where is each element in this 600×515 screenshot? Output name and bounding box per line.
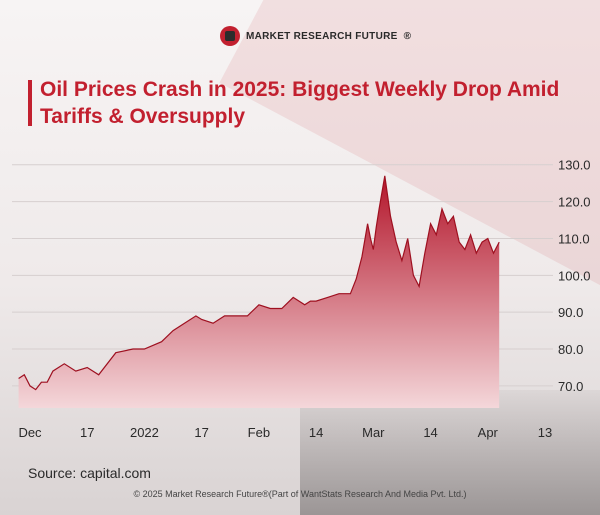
y-tick-label: 120.0 [558, 195, 591, 210]
price-area [18, 175, 500, 408]
y-tick-label: 110.0 [558, 231, 590, 246]
x-tick-label: 17 [194, 425, 208, 440]
x-tick-label: Feb [248, 425, 270, 440]
y-tick-label: 80.0 [558, 342, 583, 357]
x-tick-label: 2022 [130, 425, 159, 440]
y-tick-label: 130.0 [558, 158, 591, 173]
source-note: Source: capital.com [28, 465, 151, 481]
title-accent-bar [28, 80, 32, 126]
x-tick-label: Dec [18, 425, 42, 440]
x-tick-label: Mar [362, 425, 385, 440]
price-line [18, 175, 500, 391]
x-tick-label: 13 [538, 425, 552, 440]
x-tick-label: 14 [309, 425, 323, 440]
y-tick-label: 90.0 [558, 305, 583, 320]
x-tick-label: Apr [478, 425, 499, 440]
x-tick-label: 17 [80, 425, 94, 440]
y-tick-label: 70.0 [558, 379, 583, 394]
page-title: Oil Prices Crash in 2025: Biggest Weekly… [40, 78, 560, 128]
brand-reg: ® [403, 30, 412, 42]
brand-logo-icon [220, 26, 240, 46]
y-tick-label: 100.0 [558, 268, 591, 283]
brand-logo: MARKET RESEARCH FUTURE ® [220, 26, 411, 46]
brand-name: MARKET RESEARCH FUTURE [246, 30, 398, 42]
background-barrels [300, 390, 600, 515]
copyright-footer: © 2025 Market Research Future®(Part of W… [133, 489, 467, 499]
x-tick-label: 14 [423, 425, 437, 440]
